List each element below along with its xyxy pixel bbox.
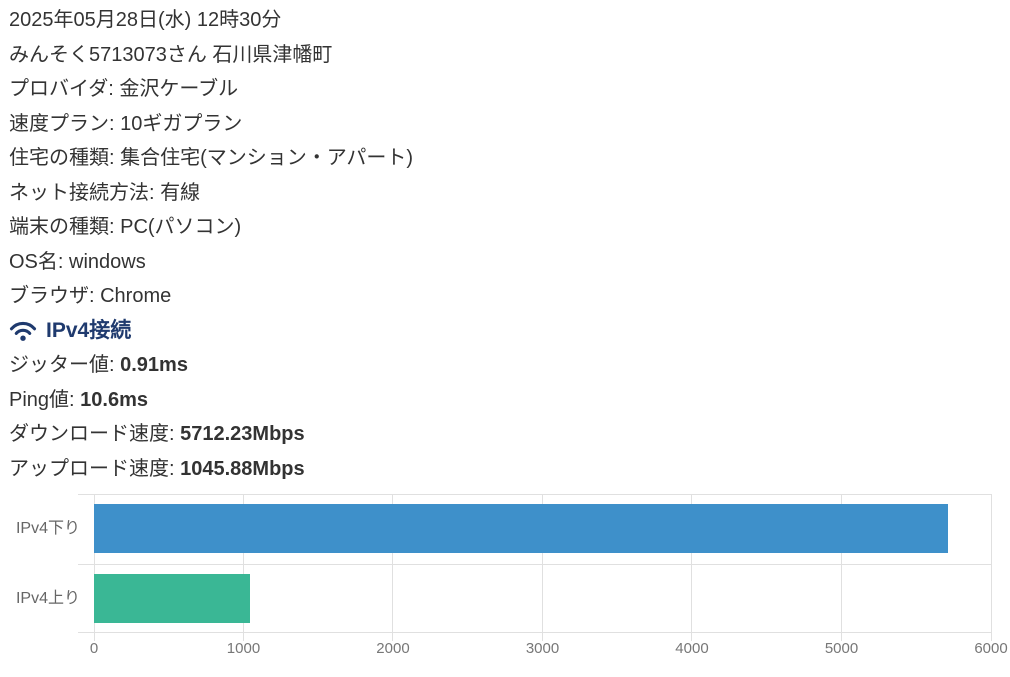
speed-bar-chart[interactable]: IPv4下り IPv4上り 0 1000 2000 3000 4000 5000 6000 (0, 494, 1010, 669)
metric-download: ダウンロード速度: 5712.23Mbps (0, 417, 1010, 452)
x-gridline (691, 494, 693, 641)
metric-download-label: ダウンロード速度: (9, 423, 181, 445)
report-user-location: みんそく5713073さん 石川県津幡町 (9, 43, 333, 66)
chart-plot-area[interactable]: 0 1000 2000 3000 4000 5000 6000 (78, 494, 1008, 657)
x-gridline (990, 494, 992, 641)
field-housing-type: 住宅の種類: 集合住宅(マンション・アパート) (9, 147, 414, 169)
metric-download-value: 5712.23Mbps (180, 423, 305, 445)
x-gridline (542, 494, 543, 641)
metric-upload-label: アップロード速度: (9, 457, 181, 480)
metric-upload-value: 1045.88Mbps (180, 457, 305, 480)
category-gridline (78, 494, 991, 495)
field-device-type: 端末の種類: PC(パソコン) (9, 216, 242, 238)
x-gridline (392, 494, 394, 641)
field-provider: プロバイダ: 金沢ケーブル (9, 78, 239, 100)
x-gridline (242, 494, 244, 641)
metric-ping: Ping値: 10.6ms (0, 383, 1010, 418)
metric-jitter-value: 0.91ms (120, 354, 188, 376)
x-tick-label: 0 (89, 640, 99, 657)
field-browser: ブラウザ: Chrome (9, 285, 172, 307)
chart-bar-0 (94, 504, 948, 554)
wifi-icon (9, 321, 37, 341)
ipv4-section-title: IPv4接続 (46, 318, 132, 342)
field-speed-plan: 速度プラン: 10ギガプラン (9, 112, 243, 135)
metric-ping-value: 10.6ms (80, 388, 148, 411)
field-os-name: OS名: windows (9, 250, 146, 273)
x-tick-label: 6000 (974, 640, 1008, 657)
x-tick-label: 4000 (675, 640, 709, 657)
x-tick-label: 3000 (525, 640, 560, 657)
x-axis-line (78, 632, 991, 633)
field-connection-method: ネット接続方法: 有線 (9, 181, 201, 204)
x-tick-label: 5000 (824, 640, 859, 657)
x-gridline (93, 494, 95, 641)
category-label-0: IPv4下り (15, 520, 80, 537)
x-tick-label: 2000 (376, 640, 410, 657)
chart-bar-1 (94, 573, 251, 623)
metric-upload: アップロード速度: 1045.88Mbps (0, 452, 1010, 487)
metric-ping-label: Ping値: (9, 388, 81, 411)
x-gridline (841, 494, 842, 641)
metric-jitter: ジッター値: 0.91ms (0, 348, 1010, 383)
category-label-1: IPv4上り (15, 589, 80, 607)
x-tick-label: 1000 (226, 640, 261, 657)
report-datetime: 2025年05月28日(水) 12時30分 (9, 9, 282, 31)
metric-jitter-label: ジッター値: (9, 354, 121, 376)
ipv4-section-heading: IPv4接続 (0, 314, 1010, 349)
category-gridline (78, 563, 991, 565)
